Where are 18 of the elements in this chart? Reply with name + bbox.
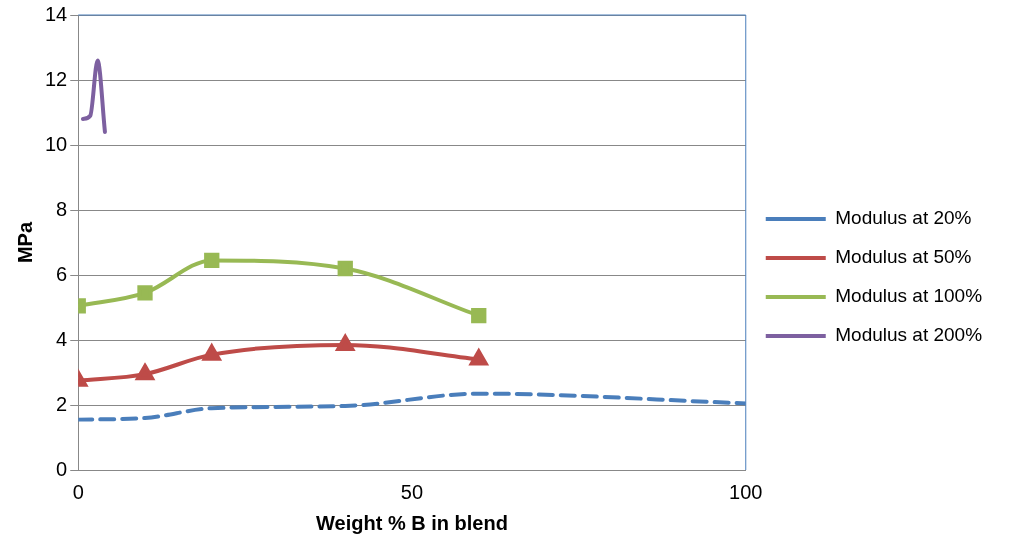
y-tick-label: 0 — [56, 457, 68, 480]
legend-label: Modulus at 100% — [835, 285, 983, 307]
y-tick-label: 8 — [56, 197, 68, 220]
x-tick-label: 50 — [400, 480, 424, 503]
y-axis-title: MPa — [13, 221, 36, 264]
x-tick-label: 0 — [72, 480, 84, 503]
y-tick-label: 4 — [56, 327, 68, 350]
y-tick-label: 2 — [56, 392, 68, 415]
y-tick-label: 6 — [56, 262, 68, 285]
legend-label: Modulus at 50% — [835, 246, 972, 268]
y-tick-label: 10 — [45, 132, 68, 155]
legend-label: Modulus at 20% — [835, 207, 972, 229]
y-tick-label: 12 — [45, 67, 68, 90]
line-series — [80, 58, 107, 134]
x-tick-label: 100 — [729, 480, 763, 503]
legend-label: Modulus at 200% — [835, 324, 983, 346]
y-tick-label: 14 — [45, 2, 68, 25]
x-axis-title: Weight % B in blend — [316, 511, 508, 534]
